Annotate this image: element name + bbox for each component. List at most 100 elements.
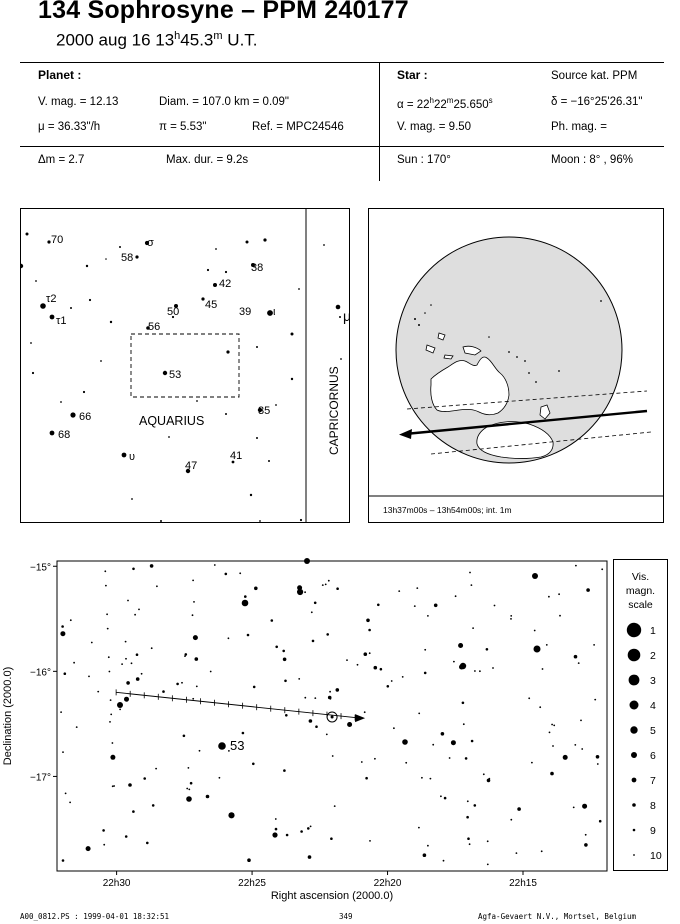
field-star: [307, 855, 312, 859]
magnitude-label: 5: [650, 725, 656, 737]
finder-star: [85, 264, 89, 268]
field-star: [297, 585, 303, 591]
field-star: [368, 628, 371, 632]
field-star: [552, 745, 554, 747]
finder-star-label: 35: [258, 405, 270, 417]
field-star: [393, 727, 395, 730]
field-star: [134, 613, 137, 616]
magnitude-dot: [631, 752, 637, 758]
field-star: [486, 840, 489, 843]
field-star: [228, 812, 235, 819]
finder-star: [268, 460, 270, 462]
field-star: [108, 670, 111, 673]
x-axis-label: Right ascension (2000.0): [271, 890, 393, 902]
field-star: [577, 662, 580, 664]
field-star: [347, 722, 353, 727]
field-star: [282, 649, 286, 653]
finder-star: [225, 413, 227, 415]
sun-elongation: Sun : 170°: [397, 154, 451, 166]
field-star: [601, 568, 604, 571]
field-star: [254, 586, 258, 591]
finder-star: [275, 404, 277, 406]
bright-star: [402, 739, 408, 745]
finder-star: [119, 246, 121, 248]
magnitude-scale-legend: Vis. magn. scale 1 2 3 4 5 6 7 8 9 10: [613, 559, 668, 871]
field-star: [126, 681, 130, 685]
field-star: [228, 750, 230, 752]
field-stars: [60, 558, 604, 866]
finder-star-label: 58: [121, 252, 133, 264]
finder-star: [30, 342, 32, 344]
magnitude-dot: [632, 828, 636, 832]
finder-star: [215, 248, 217, 250]
table-top-rule: [20, 62, 664, 63]
field-star: [548, 731, 551, 734]
field-star: [298, 678, 301, 680]
field-star: [581, 748, 584, 750]
finder-stars: [21, 232, 342, 522]
finder-star: [160, 520, 162, 522]
field-star: [418, 826, 420, 829]
star-source: Source kat. PPM: [551, 70, 638, 82]
finder-star-label: σ: [147, 237, 154, 249]
field-star: [275, 645, 279, 649]
field-star: [239, 572, 242, 575]
field-star: [127, 599, 129, 602]
field-star: [184, 653, 188, 656]
field-star: [540, 850, 543, 853]
magnitude-label: 9: [650, 825, 656, 837]
field-star: [562, 754, 568, 760]
field-star: [405, 761, 408, 764]
field-star: [551, 723, 553, 726]
finder-star: [144, 240, 150, 246]
field-star: [270, 619, 274, 622]
x-tick-label: 22h30: [103, 878, 131, 889]
field-star: [558, 593, 560, 596]
bright-star: [241, 599, 249, 607]
planet-reference: Ref. = MPC24546: [252, 121, 344, 133]
australia-shape: [430, 356, 510, 416]
field-star: [327, 579, 330, 582]
finder-star: [256, 346, 258, 348]
bright-star: [218, 742, 226, 750]
finder-chart: 70 58 σ 38 42 45 50 39 ι τ2 τ1 56 53 66 35 68 41 υ 47 μ AQU…: [20, 208, 350, 523]
detail-chart-svg: 22h30 22h25 22h20 22h15 −15° −16° −17° 53 Righ…: [2, 558, 608, 902]
field-star: [198, 749, 201, 752]
field-star: [124, 640, 127, 643]
finder-star: [185, 468, 191, 474]
finder-star-label: 68: [58, 429, 70, 441]
planet-track-line: [116, 691, 356, 719]
field-star: [113, 785, 115, 787]
field-star: [454, 595, 457, 598]
field-star: [469, 571, 471, 574]
finder-star: [201, 297, 205, 301]
field-star: [464, 757, 468, 760]
planet-heading: Planet :: [38, 68, 82, 82]
field-star: [304, 591, 306, 594]
field-star: [366, 618, 370, 623]
field-star: [531, 761, 533, 764]
magnitude-label: 2: [650, 650, 656, 662]
field-star: [61, 625, 64, 628]
field-star: [448, 757, 451, 759]
bright-star: [186, 796, 192, 802]
y-axis-label: Declination (2000.0): [2, 667, 14, 765]
field-star: [97, 690, 100, 693]
small-islands: [414, 300, 602, 383]
field-star: [470, 584, 473, 586]
finder-star-label: μ: [343, 308, 349, 324]
field-star: [553, 724, 556, 727]
field-star: [111, 785, 114, 788]
field-star: [473, 804, 477, 807]
field-star: [227, 637, 230, 640]
field-star: [368, 652, 371, 655]
footer-credit: Agfa-Gevaert N.V., Mortsel, Belgium: [478, 912, 637, 921]
field-star: [102, 829, 105, 832]
y-tick-label: −16°: [30, 667, 51, 678]
field-star: [124, 835, 128, 838]
field-star: [63, 672, 67, 675]
field-star: [128, 783, 132, 787]
field-star: [442, 859, 445, 862]
field-star: [492, 667, 494, 669]
